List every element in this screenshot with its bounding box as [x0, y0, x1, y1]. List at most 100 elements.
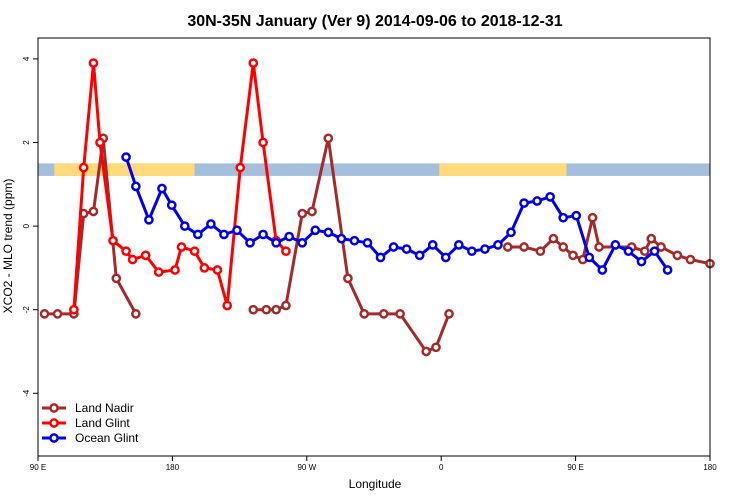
data-point — [192, 229, 203, 240]
data-point — [519, 198, 529, 208]
data-point — [375, 252, 386, 263]
data-point — [548, 233, 559, 244]
data-point — [88, 58, 99, 68]
data-point — [493, 240, 503, 250]
y-tick-label: 2 — [22, 140, 31, 145]
data-point — [127, 254, 138, 265]
data-point — [656, 242, 666, 252]
series-ocean-glint — [121, 152, 673, 275]
data-point — [157, 183, 167, 194]
x-axis: 90 E 180 90 W 0 90 E 180 — [30, 456, 717, 472]
x-tick-label: 0 — [439, 463, 444, 472]
data-point — [639, 246, 650, 257]
y-axis-label: XCO2 - MLO trend (ppm) — [1, 179, 15, 314]
legend-item: Land Glint — [42, 416, 130, 430]
chart-title: 30N-35N January (Ver 9) 2014-09-06 to 20… — [187, 13, 562, 30]
data-point — [584, 252, 595, 263]
series-line — [72, 61, 287, 310]
y-tick-label: 4 — [22, 56, 31, 61]
data-point — [153, 267, 164, 277]
data-point — [39, 309, 50, 319]
data-point — [349, 235, 360, 246]
data-point — [636, 256, 647, 267]
data-point — [131, 181, 141, 192]
data-point — [685, 254, 696, 265]
data-point — [568, 250, 578, 261]
legend-item: Land Nadir — [42, 401, 134, 415]
data-point — [235, 162, 246, 173]
data-point — [212, 265, 223, 275]
data-point — [395, 309, 405, 319]
data-point — [444, 309, 454, 319]
data-point — [662, 265, 673, 275]
data-point — [111, 273, 122, 284]
data-point — [323, 227, 334, 238]
data-point — [271, 304, 281, 315]
data-point — [121, 246, 131, 257]
data-point — [414, 250, 425, 261]
data-point — [95, 137, 105, 148]
data-point — [258, 229, 268, 240]
y-tick-label: 0 — [22, 223, 31, 228]
data-point — [388, 242, 399, 252]
series-land-nadir — [39, 133, 715, 357]
x-tick-label: 90 E — [567, 463, 583, 472]
data-point — [506, 227, 516, 238]
landmask-band — [38, 163, 710, 176]
data-point — [222, 300, 233, 311]
data-point — [532, 196, 542, 206]
data-point — [108, 235, 118, 246]
data-point — [571, 210, 582, 221]
data-point — [336, 233, 347, 244]
data-point — [378, 309, 389, 319]
data-point — [144, 214, 154, 225]
data-point — [502, 242, 513, 252]
data-point — [587, 212, 598, 223]
legend-label: Land Nadir — [75, 401, 134, 415]
landmask-land-segment — [54, 163, 195, 176]
data-point — [401, 244, 412, 254]
data-point — [219, 229, 229, 240]
landmask-land-segment — [439, 163, 567, 176]
series-layer — [39, 58, 715, 357]
data-point — [176, 242, 187, 252]
data-point — [467, 246, 477, 257]
data-point — [189, 246, 200, 257]
data-point — [271, 237, 281, 248]
data-point — [166, 200, 177, 211]
x-tick-label: 90 E — [30, 463, 46, 472]
x-tick-label: 180 — [166, 463, 180, 472]
data-point — [545, 191, 556, 202]
data-point — [558, 212, 569, 223]
data-point — [297, 208, 308, 219]
data-point — [284, 231, 295, 242]
data-point — [199, 263, 210, 273]
x-axis-label: Longitude — [349, 477, 402, 491]
data-point — [281, 300, 291, 311]
data-point — [281, 246, 291, 257]
data-point — [558, 242, 569, 252]
data-point — [646, 233, 657, 244]
data-point — [594, 242, 604, 252]
data-point — [649, 246, 660, 257]
data-point — [88, 206, 99, 217]
data-point — [480, 244, 490, 254]
data-point — [245, 237, 255, 248]
plot-frame — [37, 37, 711, 457]
data-point — [343, 273, 353, 284]
legend-item: Ocean Glint — [42, 431, 139, 445]
data-point — [206, 219, 216, 229]
data-point — [248, 58, 259, 68]
data-point — [248, 304, 259, 315]
data-point — [431, 342, 441, 353]
data-point — [597, 265, 608, 275]
data-point — [421, 346, 432, 357]
data-point — [121, 152, 131, 162]
data-point — [440, 252, 451, 263]
data-point — [623, 246, 634, 257]
data-point — [610, 240, 621, 250]
data-point — [69, 304, 79, 315]
data-point — [453, 240, 464, 250]
